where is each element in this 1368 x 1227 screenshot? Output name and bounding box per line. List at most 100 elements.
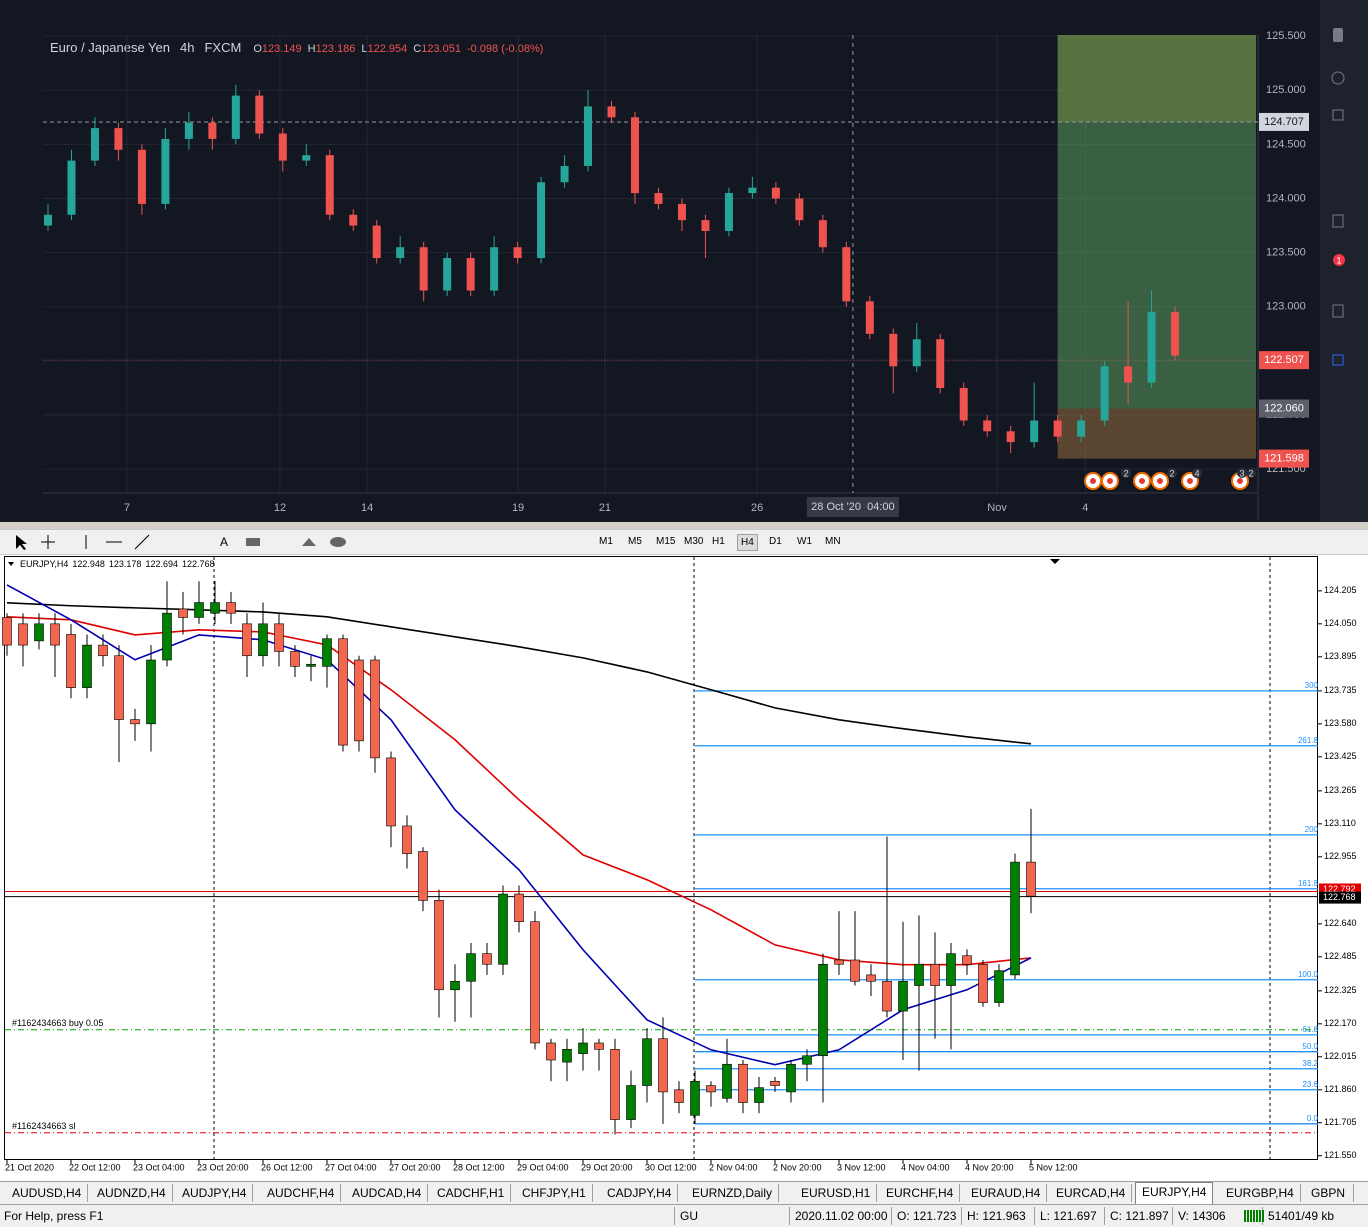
chart-tab[interactable]: AUDUSD,H4	[6, 1184, 89, 1202]
chart-tab[interactable]: EURNZD,Daily	[686, 1184, 780, 1202]
event-count: 4	[1194, 468, 1199, 478]
candle-body	[607, 106, 616, 118]
x-tick-label: Nov	[987, 502, 1007, 514]
timeframe-button[interactable]: W1	[797, 536, 812, 547]
triangle-tool[interactable]	[302, 538, 316, 546]
candle-body	[626, 1085, 636, 1120]
chart-tab[interactable]: CADCHF,H1	[431, 1184, 512, 1202]
timeframe-button[interactable]: H4	[737, 534, 758, 551]
y-tick-label: 121.705	[1324, 1117, 1357, 1127]
price-tag-bg	[1259, 449, 1309, 468]
chart-tab[interactable]: EURCAD,H4	[1050, 1184, 1133, 1202]
candle-body	[1124, 366, 1133, 383]
x-tick-label: 4	[1082, 502, 1088, 514]
line-tools[interactable]	[85, 534, 150, 550]
candle-body	[514, 893, 524, 923]
candle-body	[349, 214, 358, 226]
timeframe-button[interactable]: M30	[684, 536, 704, 547]
price-tag-bg	[1259, 351, 1309, 370]
price-tag: 122.060	[1264, 402, 1304, 414]
splitter	[0, 522, 1368, 529]
candle-body	[98, 644, 108, 657]
candle-body	[690, 1080, 700, 1116]
status-separator	[891, 1207, 892, 1225]
timeframe-button[interactable]: M1	[599, 536, 613, 547]
candle-body	[959, 387, 968, 421]
timeframe-button[interactable]: D1	[769, 536, 782, 547]
candle-body	[2, 617, 12, 646]
candle-body	[162, 612, 172, 661]
candle-body	[231, 95, 240, 139]
chart-tab[interactable]: GBPN	[1305, 1184, 1354, 1202]
chart-tab[interactable]: AUDCAD,H4	[346, 1184, 429, 1202]
interval: 4h	[180, 40, 194, 55]
chart-tab[interactable]: EURCHF,H4	[880, 1184, 961, 1202]
candle-body	[865, 301, 874, 334]
cursor-tool[interactable]	[16, 535, 27, 550]
candle-body	[325, 155, 334, 215]
candle-body	[114, 128, 123, 150]
ohlc: 122.948 123.178 122.694 122.768	[72, 559, 214, 569]
ohlc-value: 123.051	[421, 43, 461, 55]
timeframe-button[interactable]: M15	[656, 536, 676, 547]
candle-body	[1053, 420, 1062, 437]
position-stop-zone	[1057, 408, 1256, 459]
candle-body	[498, 893, 508, 965]
candle-body	[161, 138, 170, 204]
chart-tab[interactable]: AUDCHF,H4	[261, 1184, 342, 1202]
icon	[1332, 214, 1344, 228]
ohlc-key: H	[308, 43, 316, 55]
ohlc: O123.149 H123.186 L122.954 C123.051 -0.098 (…	[253, 43, 543, 55]
candle-body	[802, 1055, 812, 1065]
crosshair-tool[interactable]	[41, 535, 55, 549]
side-icons	[1331, 28, 1345, 366]
chart-tab[interactable]: AUDNZD,H4	[91, 1184, 173, 1202]
candle-body	[338, 638, 348, 746]
candle-body	[146, 659, 156, 725]
candle-body	[82, 644, 92, 688]
chart-tab[interactable]: AUDJPY,H4	[176, 1184, 254, 1202]
candle-body	[386, 757, 396, 827]
y-tick-label: 121.860	[1324, 1084, 1357, 1094]
candle-body	[642, 1038, 652, 1086]
timeframe-button[interactable]: MN	[825, 536, 841, 547]
chart-tab[interactable]: EURAUD,H4	[965, 1184, 1048, 1202]
chart-tab[interactable]: EURGBP,H4	[1220, 1184, 1301, 1202]
drawing-tools: A	[16, 534, 346, 550]
source: FXCM	[204, 40, 241, 55]
symbol: EURJPY,H4	[20, 559, 68, 569]
candle-body	[466, 258, 475, 291]
x-tick-label: 28 Oct 12:00	[453, 1162, 505, 1172]
candle-body	[66, 634, 76, 688]
event-marker-dot	[1090, 478, 1096, 484]
candle-body	[1171, 312, 1180, 356]
ellipse-tool[interactable]	[330, 537, 346, 547]
candle-body	[372, 225, 381, 259]
chart-tab[interactable]: EURUSD,H1	[795, 1184, 878, 1202]
status-profile: GU	[680, 1209, 698, 1223]
event-marker-dot	[1107, 478, 1113, 484]
candle-body	[677, 203, 686, 221]
ohlc-value: 122.954	[367, 43, 407, 55]
timeframe-button[interactable]: H1	[712, 536, 725, 547]
rect-tool[interactable]	[246, 538, 260, 546]
y-tick-label: 121.550	[1324, 1150, 1357, 1160]
text-tool[interactable]: A	[220, 535, 228, 549]
chart-tab[interactable]: CHFJPY,H1	[516, 1184, 593, 1202]
change: -0.098 (-0.08%)	[467, 43, 543, 55]
x-tick-label: 21	[599, 502, 611, 514]
candle-body	[912, 339, 921, 367]
x-tick-label: 19	[512, 502, 524, 514]
status-separator	[1104, 1207, 1105, 1225]
timeframe-button[interactable]: M5	[628, 536, 642, 547]
candle-body	[90, 128, 99, 161]
candle-body	[882, 980, 892, 1012]
candle-body	[67, 160, 76, 215]
chart-tab[interactable]: CADJPY,H4	[601, 1184, 679, 1202]
candle-body	[450, 980, 460, 991]
candle-body	[795, 198, 804, 221]
x-tick-label: 29 Oct 20:00	[581, 1162, 633, 1172]
chart-tab[interactable]: EURJPY,H4	[1135, 1182, 1214, 1205]
candle-body	[396, 247, 405, 259]
event-badge	[1237, 468, 1247, 478]
